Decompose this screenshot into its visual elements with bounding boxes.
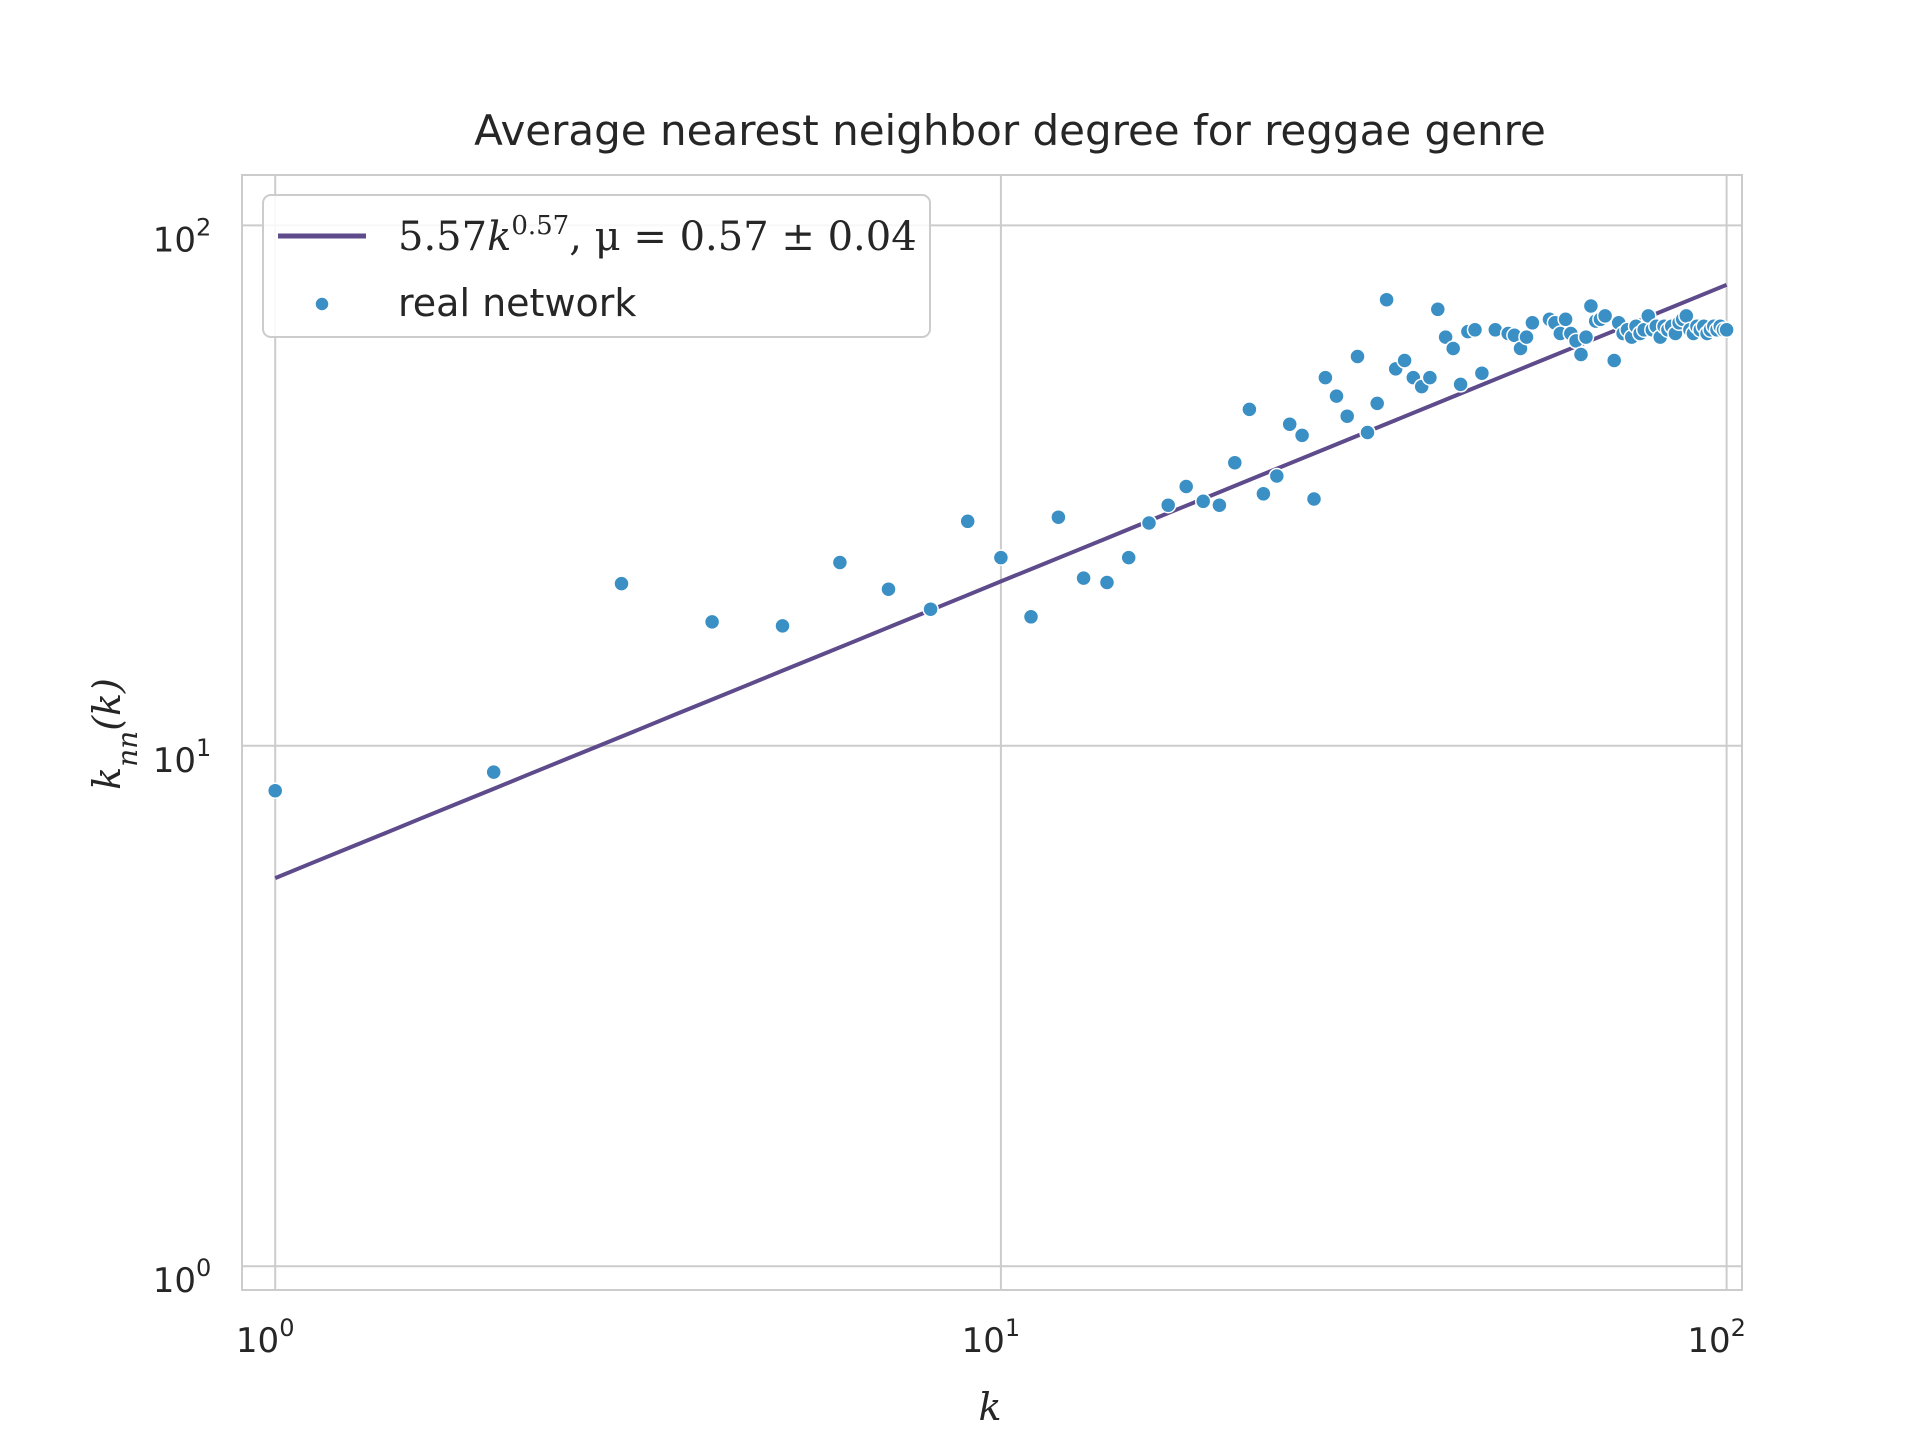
data-point [774, 617, 791, 635]
data-point [922, 600, 939, 618]
data-point [613, 575, 630, 592]
data-point [1328, 387, 1345, 405]
data-point [1396, 352, 1413, 369]
data-point [1368, 395, 1386, 412]
legend-fit-rest: , μ = 0.57 ± 0.04 [569, 214, 916, 260]
data-point [703, 613, 721, 631]
data-point [831, 554, 849, 571]
legend: 5.57k0.57, μ = 0.57 ± 0.04 real network [262, 194, 931, 338]
data-point [1050, 508, 1067, 526]
plot-frame [241, 174, 1743, 1291]
data-point [1718, 321, 1735, 339]
data-point [1572, 346, 1590, 363]
tick-labels: 100 101 102 100 101 102 [153, 213, 1746, 1361]
x-tick-label: 101 [962, 1314, 1021, 1361]
data-point [485, 763, 502, 781]
data-point [1596, 307, 1614, 325]
legend-fit-var: k [487, 214, 511, 260]
data-point [959, 513, 976, 530]
x-tick-label: 102 [1687, 1314, 1746, 1361]
data-point [1359, 424, 1376, 441]
data-point [1226, 454, 1244, 471]
data-point [266, 782, 284, 799]
legend-fit-coef: 5.57 [398, 214, 487, 260]
x-axis-label: k [978, 1385, 1001, 1429]
data-point [1255, 485, 1272, 503]
data-point [1159, 496, 1177, 514]
data-point [1421, 369, 1439, 386]
legend-fit-label: 5.57k0.57, μ = 0.57 ± 0.04 [398, 211, 917, 260]
data-point [1473, 364, 1491, 382]
y-tick-label: 100 [153, 1254, 212, 1301]
data-point [1452, 376, 1469, 393]
data-point [1241, 401, 1258, 418]
data-point [1194, 493, 1212, 510]
data-point [1140, 514, 1158, 532]
legend-fit-exp: 0.57 [511, 211, 569, 241]
y-tick-label: 101 [153, 734, 212, 781]
data-point [1268, 467, 1286, 485]
data-point [1429, 301, 1447, 318]
chart-title: Average nearest neighbor degree for regg… [474, 106, 1546, 155]
data-point [1098, 574, 1116, 591]
data-point [1305, 490, 1323, 508]
data-point [1022, 608, 1040, 626]
y-tick-label: 102 [153, 213, 212, 260]
data-point [1557, 311, 1574, 328]
data-point [1518, 328, 1535, 346]
fit-line [274, 282, 1728, 880]
data-point [1524, 314, 1541, 332]
legend-box [262, 194, 931, 338]
data-point [1577, 328, 1595, 346]
grid [242, 175, 1742, 1290]
data-point [1177, 478, 1195, 495]
data-point [1582, 297, 1600, 315]
data-point [992, 549, 1010, 566]
legend-scatter-swatch [314, 296, 330, 312]
data-point [1437, 328, 1454, 346]
data-point [1378, 291, 1395, 308]
data-point [1605, 352, 1623, 369]
fit-line-layer [274, 282, 1728, 880]
data-point [1075, 569, 1092, 587]
data-point [1444, 340, 1462, 357]
legend-scatter-label: real network [398, 281, 636, 325]
data-point [1466, 321, 1484, 339]
x-tick-label: 100 [236, 1314, 295, 1361]
data-point [1293, 427, 1311, 444]
data-point [1211, 496, 1228, 514]
data-point [1349, 348, 1366, 365]
data-point [1120, 549, 1137, 566]
data-point [1317, 369, 1334, 386]
data-point [1338, 407, 1356, 425]
data-point [880, 580, 897, 598]
scatter-points [266, 291, 1735, 799]
data-point [1281, 415, 1298, 433]
